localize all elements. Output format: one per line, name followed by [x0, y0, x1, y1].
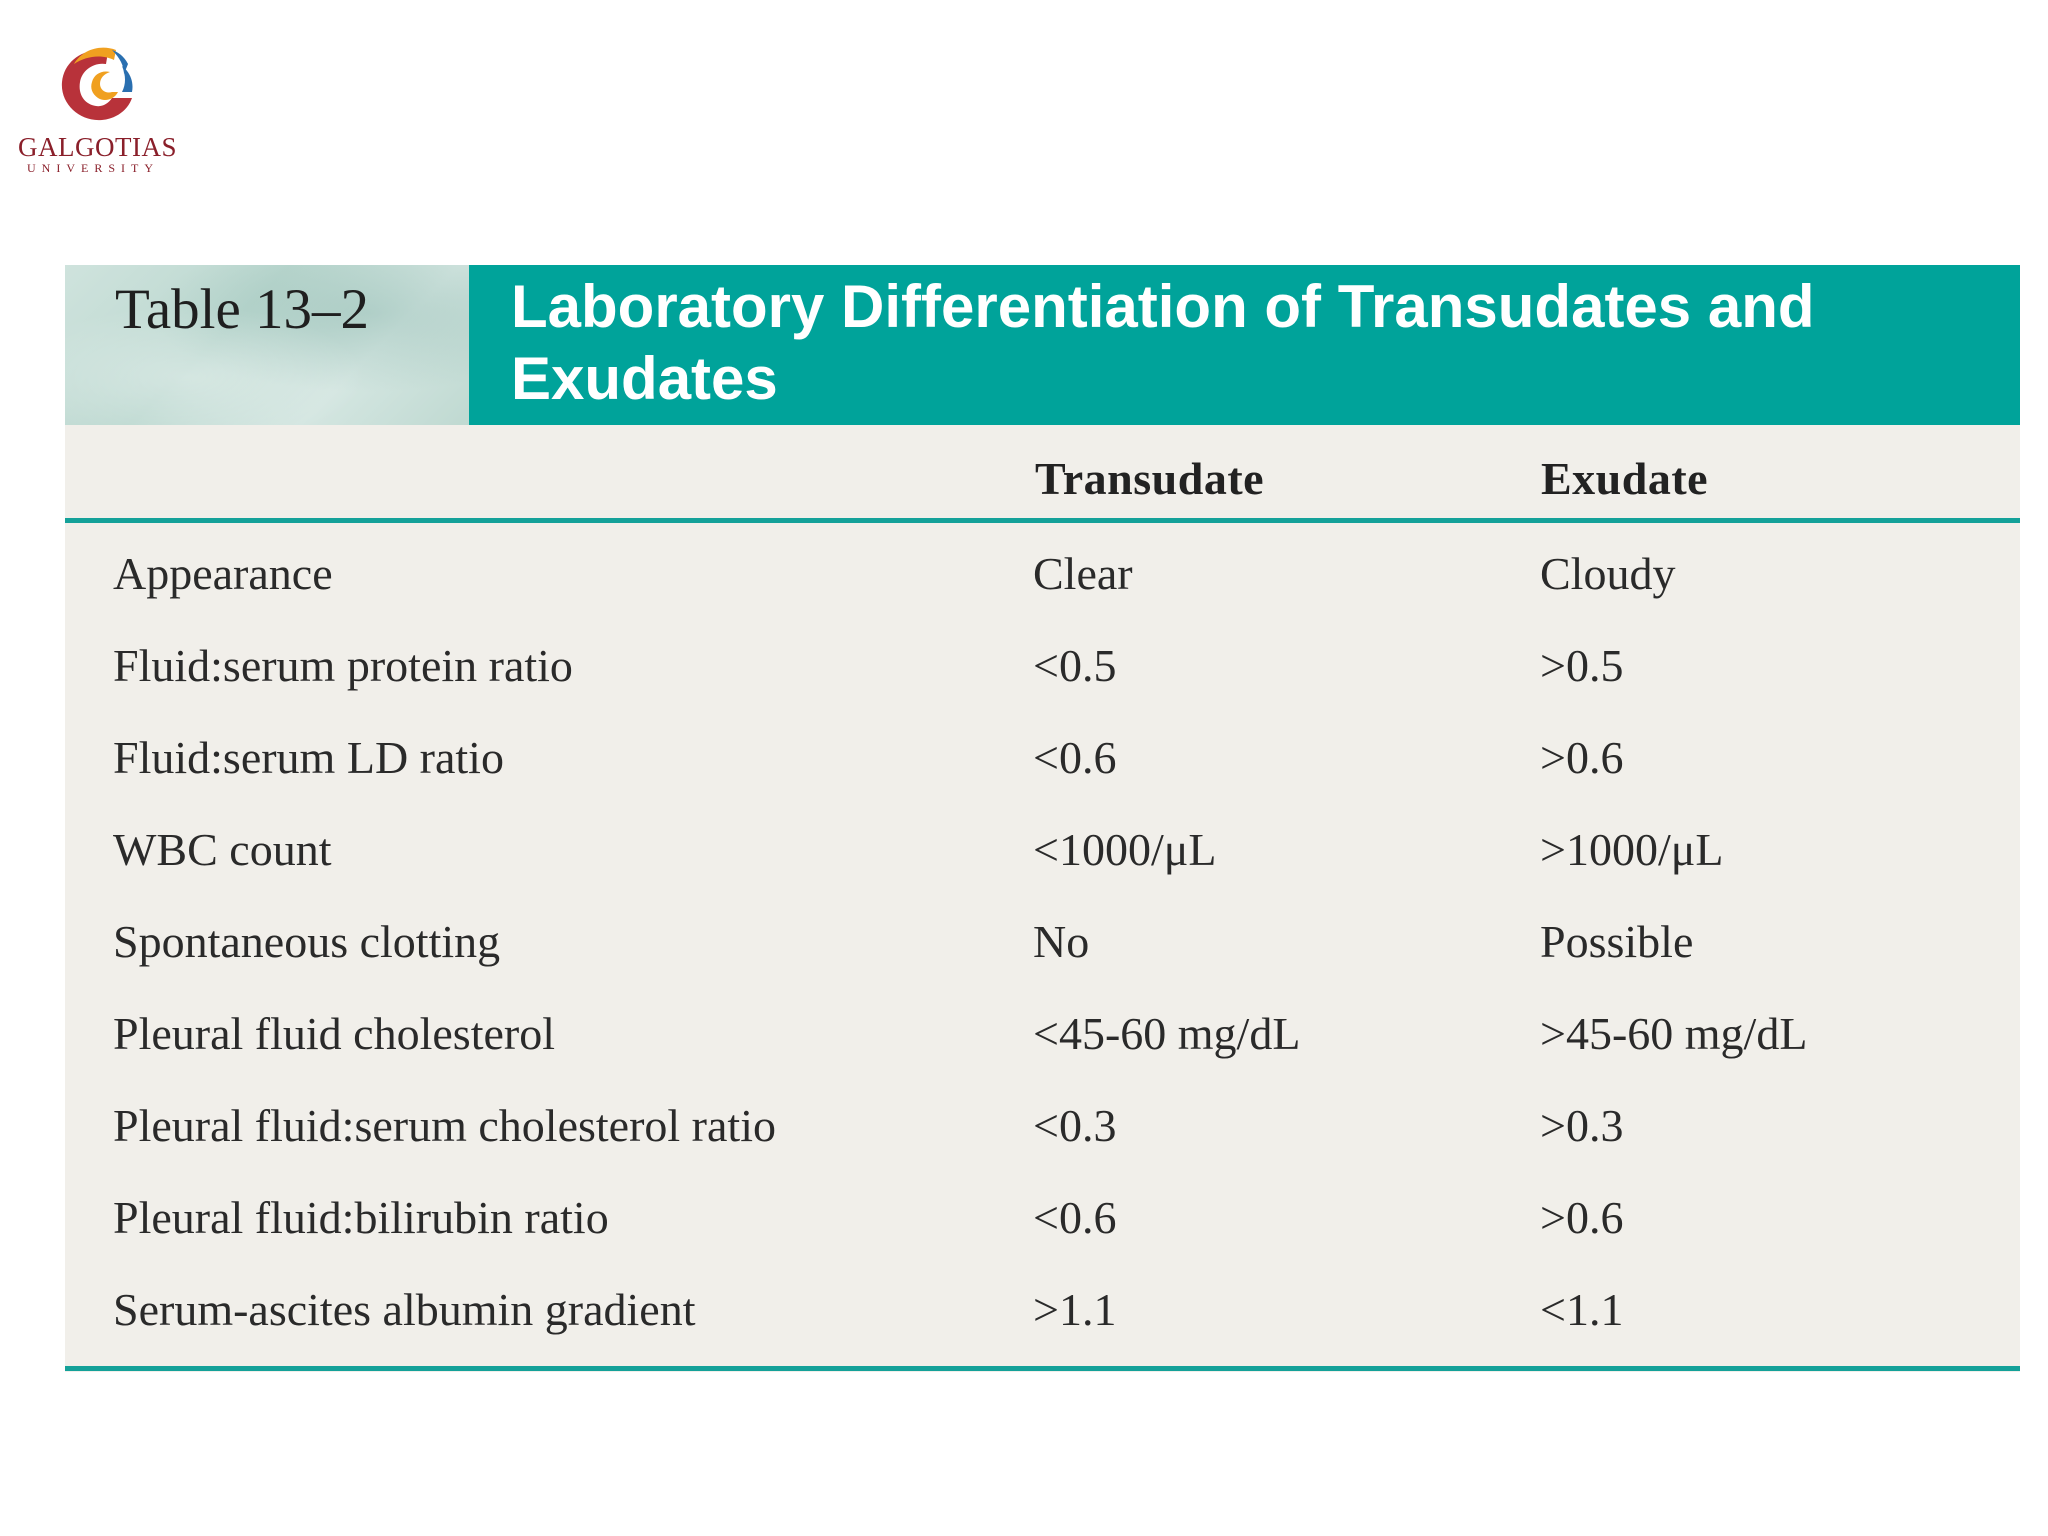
row-exudate-value: >0.6: [1540, 732, 1624, 783]
row-exudate-value: >0.3: [1540, 1100, 1624, 1151]
table-row: Spontaneous clotting No Possible: [0, 896, 2048, 988]
row-parameter: Serum-ascites albumin gradient: [113, 1284, 696, 1335]
table-row: Fluid:serum LD ratio <0.6 >0.6: [0, 712, 2048, 804]
row-transudate-value: No: [1033, 916, 1090, 967]
table-label: Table 13–2: [115, 278, 370, 341]
table-panel: Table 13–2 Laboratory Differentiation of…: [65, 265, 2020, 1372]
row-transudate-value: <0.6: [1033, 1192, 1117, 1243]
row-parameter: Pleural fluid:serum cholesterol ratio: [113, 1100, 776, 1151]
row-transudate-value: >1.1: [1033, 1284, 1117, 1335]
row-transudate-value: <45-60 mg/dL: [1033, 1008, 1301, 1059]
row-parameter: WBC count: [113, 824, 332, 875]
row-parameter: Spontaneous clotting: [113, 916, 501, 967]
row-transudate-value: <0.6: [1033, 732, 1117, 783]
table-bottom-rule: [65, 1366, 2020, 1371]
row-exudate-value: >0.5: [1540, 640, 1624, 691]
table-row: Fluid:serum protein ratio <0.5 >0.5: [0, 620, 2048, 712]
table-row: Pleural fluid:serum cholesterol ratio <0…: [0, 1080, 2048, 1172]
row-parameter: Pleural fluid:bilirubin ratio: [113, 1192, 609, 1243]
row-transudate-value: <1000/μL: [1033, 824, 1217, 875]
row-transudate-value: <0.5: [1033, 640, 1117, 691]
row-parameter: Appearance: [113, 548, 333, 599]
table-row: WBC count <1000/μL >1000/μL: [0, 804, 2048, 896]
header-divider: [65, 518, 2020, 523]
table-title: Laboratory Differentiation of Transudate…: [511, 273, 1815, 412]
logo-name: GALGOTIAS: [18, 132, 177, 162]
row-exudate-value: Cloudy: [1540, 548, 1676, 599]
row-exudate-value: >1000/μL: [1540, 824, 1724, 875]
row-parameter: Pleural fluid cholesterol: [113, 1008, 555, 1059]
row-exudate-value: Possible: [1540, 916, 1694, 967]
table-row: Serum-ascites albumin gradient >1.1 <1.1: [0, 1264, 2048, 1356]
galgotias-logo-icon: [61, 47, 133, 121]
column-header-exudate: Exudate: [1541, 453, 1709, 504]
column-header-transudate: Transudate: [1035, 453, 1265, 504]
table-row: Appearance Clear Cloudy: [0, 528, 2048, 620]
table-row: Pleural fluid cholesterol <45-60 mg/dL >…: [0, 988, 2048, 1080]
row-exudate-value: >0.6: [1540, 1192, 1624, 1243]
row-parameter: Fluid:serum LD ratio: [113, 732, 504, 783]
table-row: Pleural fluid:bilirubin ratio <0.6 >0.6: [0, 1172, 2048, 1264]
row-exudate-value: <1.1: [1540, 1284, 1624, 1335]
row-transudate-value: Clear: [1033, 548, 1133, 599]
row-exudate-value: >45-60 mg/dL: [1540, 1008, 1808, 1059]
table-title-bar: Laboratory Differentiation of Transudate…: [469, 265, 2020, 425]
university-logo: GALGOTIAS UNIVERSITY: [18, 42, 177, 182]
logo-subtitle: UNIVERSITY: [27, 161, 159, 175]
table-label-box: Table 13–2: [65, 265, 469, 425]
row-parameter: Fluid:serum protein ratio: [113, 640, 573, 691]
row-transudate-value: <0.3: [1033, 1100, 1117, 1151]
